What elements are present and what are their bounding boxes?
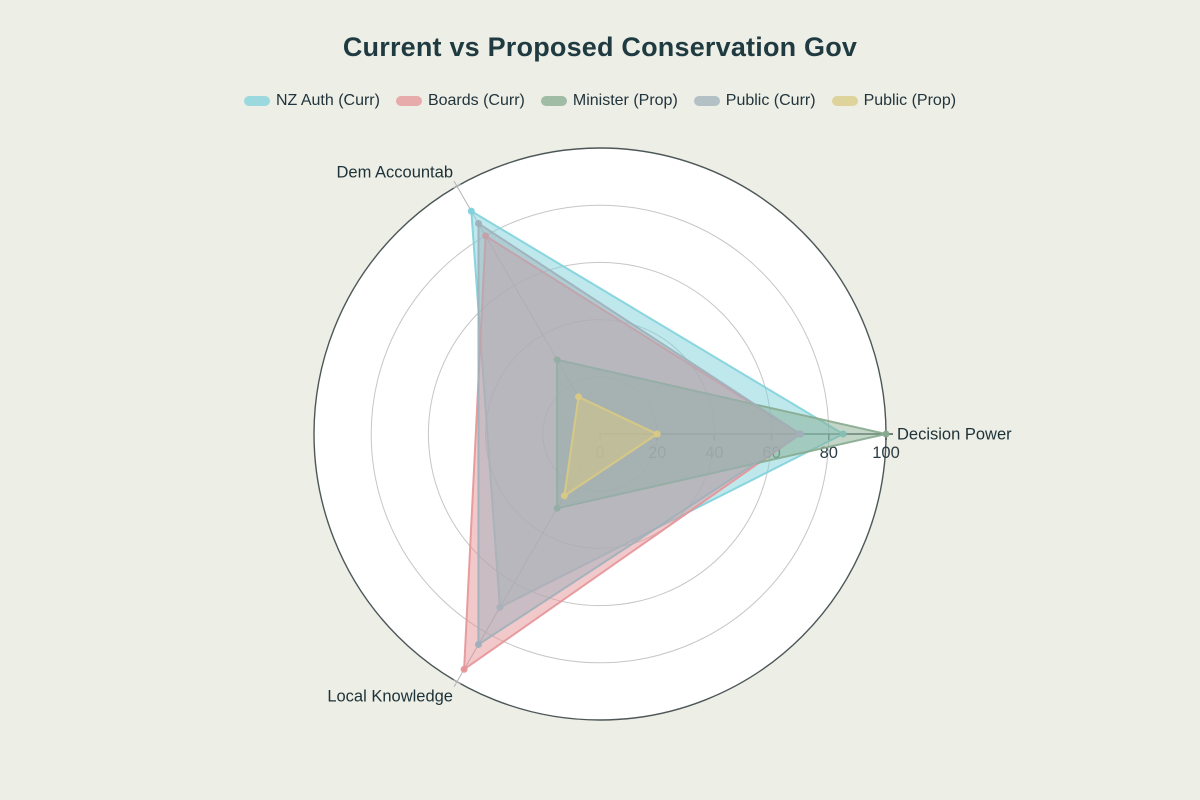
legend-label: Boards (Curr) bbox=[427, 92, 525, 109]
radar-axis-label-decision-power: Decision Power bbox=[897, 426, 1012, 444]
data-point-minister-prop[interactable] bbox=[882, 430, 890, 438]
legend-item-public-prop[interactable]: Public (Prop) bbox=[831, 92, 957, 110]
radar-axis-end-tick bbox=[453, 679, 461, 685]
legend-swatch-icon bbox=[243, 96, 270, 106]
series-area-public-prop[interactable] bbox=[563, 395, 659, 497]
legend-label: Minister (Prop) bbox=[572, 92, 678, 109]
legend-item-nz-auth-curr[interactable]: NZ Auth (Curr) bbox=[243, 92, 380, 110]
data-point-public-prop[interactable] bbox=[575, 393, 582, 401]
radar-axis-end-tick bbox=[453, 183, 461, 189]
legend-label: Public (Prop) bbox=[863, 92, 957, 109]
legend-swatch-icon bbox=[693, 96, 720, 106]
legend: NZ Auth (Curr) Boards (Curr) Minister (Pro… bbox=[0, 92, 1200, 110]
radar-tick-label: 100 bbox=[872, 444, 900, 462]
legend-swatch-icon bbox=[540, 96, 567, 106]
legend-label: NZ Auth (Curr) bbox=[275, 92, 380, 109]
legend-label: Public (Curr) bbox=[725, 92, 816, 109]
data-point-public-curr[interactable] bbox=[474, 641, 482, 648]
radar-axis-label-local-knowledge: Local Knowledge bbox=[327, 688, 453, 706]
data-point-nz-auth-curr[interactable] bbox=[467, 207, 475, 215]
legend-item-minister-prop[interactable]: Minister (Prop) bbox=[540, 92, 678, 110]
data-point-public-curr[interactable] bbox=[475, 220, 482, 227]
data-point-public-curr[interactable] bbox=[796, 430, 804, 438]
chart-title: Current vs Proposed Conservation Gov bbox=[342, 32, 858, 62]
data-point-public-prop[interactable] bbox=[560, 492, 568, 500]
data-point-boards-curr[interactable] bbox=[460, 665, 468, 673]
radar-axis-label-dem-accountab: Dem Accountab bbox=[337, 163, 453, 181]
legend-item-boards-curr[interactable]: Boards (Curr) bbox=[395, 92, 525, 110]
legend-swatch-icon bbox=[395, 96, 422, 106]
data-point-public-prop[interactable] bbox=[653, 430, 661, 438]
legend-swatch-icon bbox=[831, 96, 858, 106]
legend-item-public-curr[interactable]: Public (Curr) bbox=[693, 92, 816, 110]
